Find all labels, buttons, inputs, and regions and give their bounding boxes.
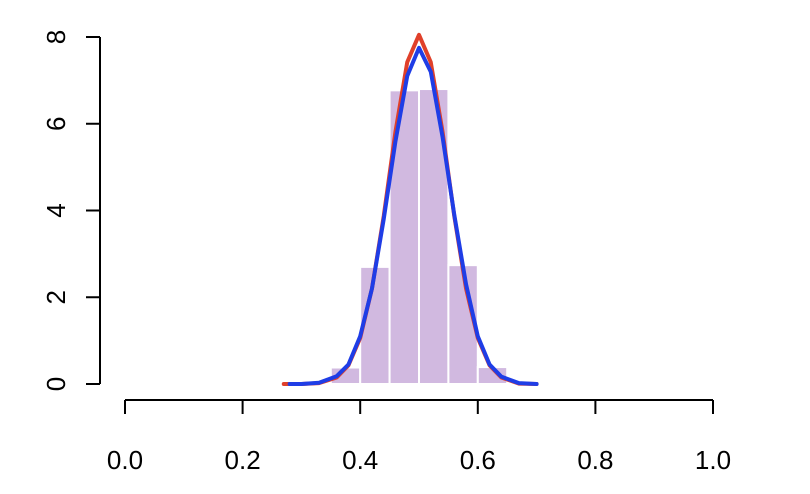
y-tick-label: 0 <box>41 377 71 391</box>
x-tick-label: 0.4 <box>342 445 378 475</box>
x-tick-label: 0.8 <box>577 445 613 475</box>
density-line <box>287 45 539 386</box>
y-tick-label: 8 <box>41 30 71 44</box>
y-tick-label: 4 <box>41 203 71 217</box>
x-tick-label: 0.2 <box>225 445 261 475</box>
x-tick-label: 0.6 <box>460 445 496 475</box>
x-tick-label: 0.0 <box>107 445 143 475</box>
x-tick-label: 1.0 <box>695 445 731 475</box>
y-tick-label: 2 <box>41 290 71 304</box>
y-tick-label: 6 <box>41 117 71 131</box>
